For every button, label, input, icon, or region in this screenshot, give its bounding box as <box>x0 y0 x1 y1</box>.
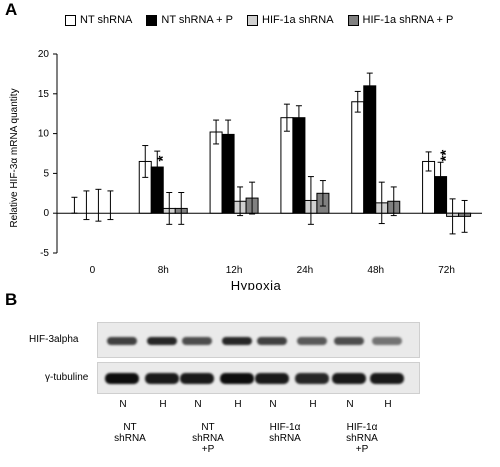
lane-label: H <box>159 399 167 410</box>
tubulin-band <box>370 373 404 384</box>
legend-label: HIF-1a shRNA + P <box>362 14 454 26</box>
blot-row-label-tubulin: γ-tubuline <box>45 372 89 383</box>
group-label: NT shRNA <box>114 422 146 444</box>
legend-label: NT shRNA <box>80 14 133 26</box>
hif3-band <box>222 337 252 345</box>
group-label: NT shRNA +P <box>192 422 224 455</box>
significance-label: ** <box>438 150 455 162</box>
x-tick-label: 24h <box>297 265 314 276</box>
bar <box>351 101 365 214</box>
significance-label: * <box>154 155 171 161</box>
hif3-band <box>297 337 327 345</box>
lane-label: N <box>194 399 202 410</box>
legend-label: NT shRNA + P <box>161 14 234 26</box>
legend-item-nt-p: NT shRNA + P <box>146 14 233 26</box>
tubulin-band <box>105 373 139 384</box>
lane-label: H <box>309 399 317 410</box>
tubulin-band <box>295 373 329 384</box>
hif3-band <box>257 337 287 345</box>
y-tick-label: 10 <box>38 129 50 140</box>
lane-label: N <box>346 399 354 410</box>
x-tick-label: 48h <box>367 265 384 276</box>
bar <box>280 117 294 214</box>
significance-label: *** <box>367 144 384 162</box>
blot-row-label-hif3: HIF-3alpha <box>29 334 79 345</box>
blot-strip-hif3 <box>97 322 420 358</box>
y-tick-label: 15 <box>38 89 50 100</box>
legend-swatch <box>247 14 259 26</box>
lane-label: N <box>119 399 127 410</box>
legend-swatch <box>146 14 158 26</box>
bar <box>292 117 306 214</box>
lane-label: H <box>384 399 392 410</box>
group-label: HIF-1α shRNA +P <box>346 422 378 455</box>
y-tick-label: 5 <box>43 168 49 179</box>
legend-label: HIF-1a shRNA <box>262 14 334 26</box>
significance-label: *** <box>296 144 313 162</box>
y-axis-label: Relative HIF-3α mRNA quantity <box>9 88 20 227</box>
x-tick-label: 8h <box>158 265 169 276</box>
legend-item-nt: NT shRNA <box>65 14 132 26</box>
tubulin-band <box>180 373 214 384</box>
blot-strip-tubulin <box>97 362 420 394</box>
legend-swatch <box>347 14 359 26</box>
group-label: HIF-1α shRNA <box>269 422 301 444</box>
x-tick-label: 72h <box>438 265 455 276</box>
significance-label: ** <box>225 150 242 162</box>
panel-a-label: A <box>5 0 18 19</box>
lane-label: N <box>269 399 277 410</box>
bar-chart: Relative HIF-3α mRNA quantity Hypoxia -5… <box>9 49 482 290</box>
x-tick-label: 0 <box>90 265 96 276</box>
lane-label: H <box>234 399 242 410</box>
chart-legend: NT shRNA NT shRNA + P HIF-1a shRNA HIF-1… <box>65 14 453 26</box>
hif3-band <box>107 337 137 345</box>
legend-item-hif: HIF-1a shRNA <box>247 14 334 26</box>
tubulin-band <box>255 373 289 384</box>
x-axis-label: Hypoxia <box>231 278 282 290</box>
panel-b-label: B <box>5 290 18 309</box>
hif3-band <box>182 337 212 345</box>
y-tick-label: 20 <box>38 49 50 60</box>
tubulin-band <box>220 373 254 384</box>
hif3-band <box>147 337 177 345</box>
y-tick-label: 0 <box>43 208 49 219</box>
legend-swatch <box>65 14 76 26</box>
tubulin-band <box>145 373 179 384</box>
y-tick-label: -5 <box>40 248 49 259</box>
hif3-band <box>372 337 402 345</box>
x-tick-label: 12h <box>226 265 243 276</box>
legend-item-hif-p: HIF-1a shRNA + P <box>347 14 454 26</box>
tubulin-band <box>332 373 366 384</box>
hif3-band <box>334 337 364 345</box>
